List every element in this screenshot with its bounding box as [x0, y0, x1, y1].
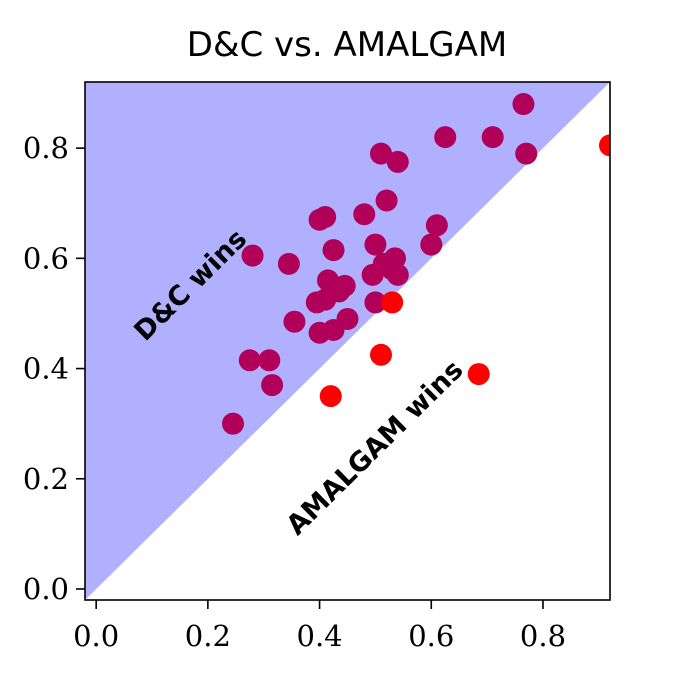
data-point — [222, 412, 245, 435]
x-tick-label: 0.4 — [297, 619, 343, 653]
data-point — [420, 233, 443, 256]
data-point — [370, 343, 393, 366]
data-point — [364, 233, 387, 256]
region-label-amalgam-wins: AMALGAM wins — [281, 354, 470, 541]
data-point — [481, 126, 504, 149]
data-point — [333, 274, 356, 297]
plot-frame — [84, 81, 611, 601]
data-point — [319, 385, 342, 408]
data-point — [314, 206, 337, 229]
data-point — [599, 134, 610, 157]
data-point — [512, 93, 535, 116]
data-point — [238, 349, 261, 372]
data-point — [241, 244, 264, 267]
data-point — [467, 363, 490, 386]
data-point — [261, 374, 284, 397]
data-point — [386, 263, 409, 286]
y-axis: 0.0 0.2 0.4 0.6 0.8 — [23, 131, 85, 606]
plot-area — [84, 81, 611, 601]
x-tick-label: 0.2 — [185, 619, 231, 653]
y-tick-label: 0.2 — [23, 462, 69, 496]
x-axis: 0.0 0.2 0.4 0.6 0.8 — [73, 600, 566, 653]
data-point — [425, 214, 448, 237]
x-tick-label: 0.6 — [408, 619, 454, 653]
y-tick-label: 0.0 — [23, 572, 69, 606]
data-point — [258, 349, 281, 372]
data-point — [283, 310, 306, 333]
chart-title: D&C vs. AMALGAM — [187, 25, 507, 65]
data-point — [277, 252, 300, 275]
data-point — [381, 291, 404, 314]
y-tick-label: 0.8 — [23, 131, 69, 165]
data-point — [434, 126, 457, 149]
data-point — [386, 150, 409, 173]
region-dc-wins — [85, 82, 610, 600]
y-tick-label: 0.6 — [23, 241, 69, 275]
x-tick-label: 0.8 — [520, 619, 566, 653]
data-point — [353, 203, 376, 226]
data-point — [515, 142, 538, 165]
data-point — [383, 247, 406, 270]
x-tick-label: 0.0 — [73, 619, 119, 653]
data-point — [336, 307, 359, 330]
data-point — [322, 239, 345, 262]
points-layer — [222, 93, 610, 435]
y-tick-label: 0.4 — [23, 352, 69, 386]
data-point — [370, 142, 393, 165]
data-point — [375, 189, 398, 212]
data-point — [364, 291, 387, 314]
